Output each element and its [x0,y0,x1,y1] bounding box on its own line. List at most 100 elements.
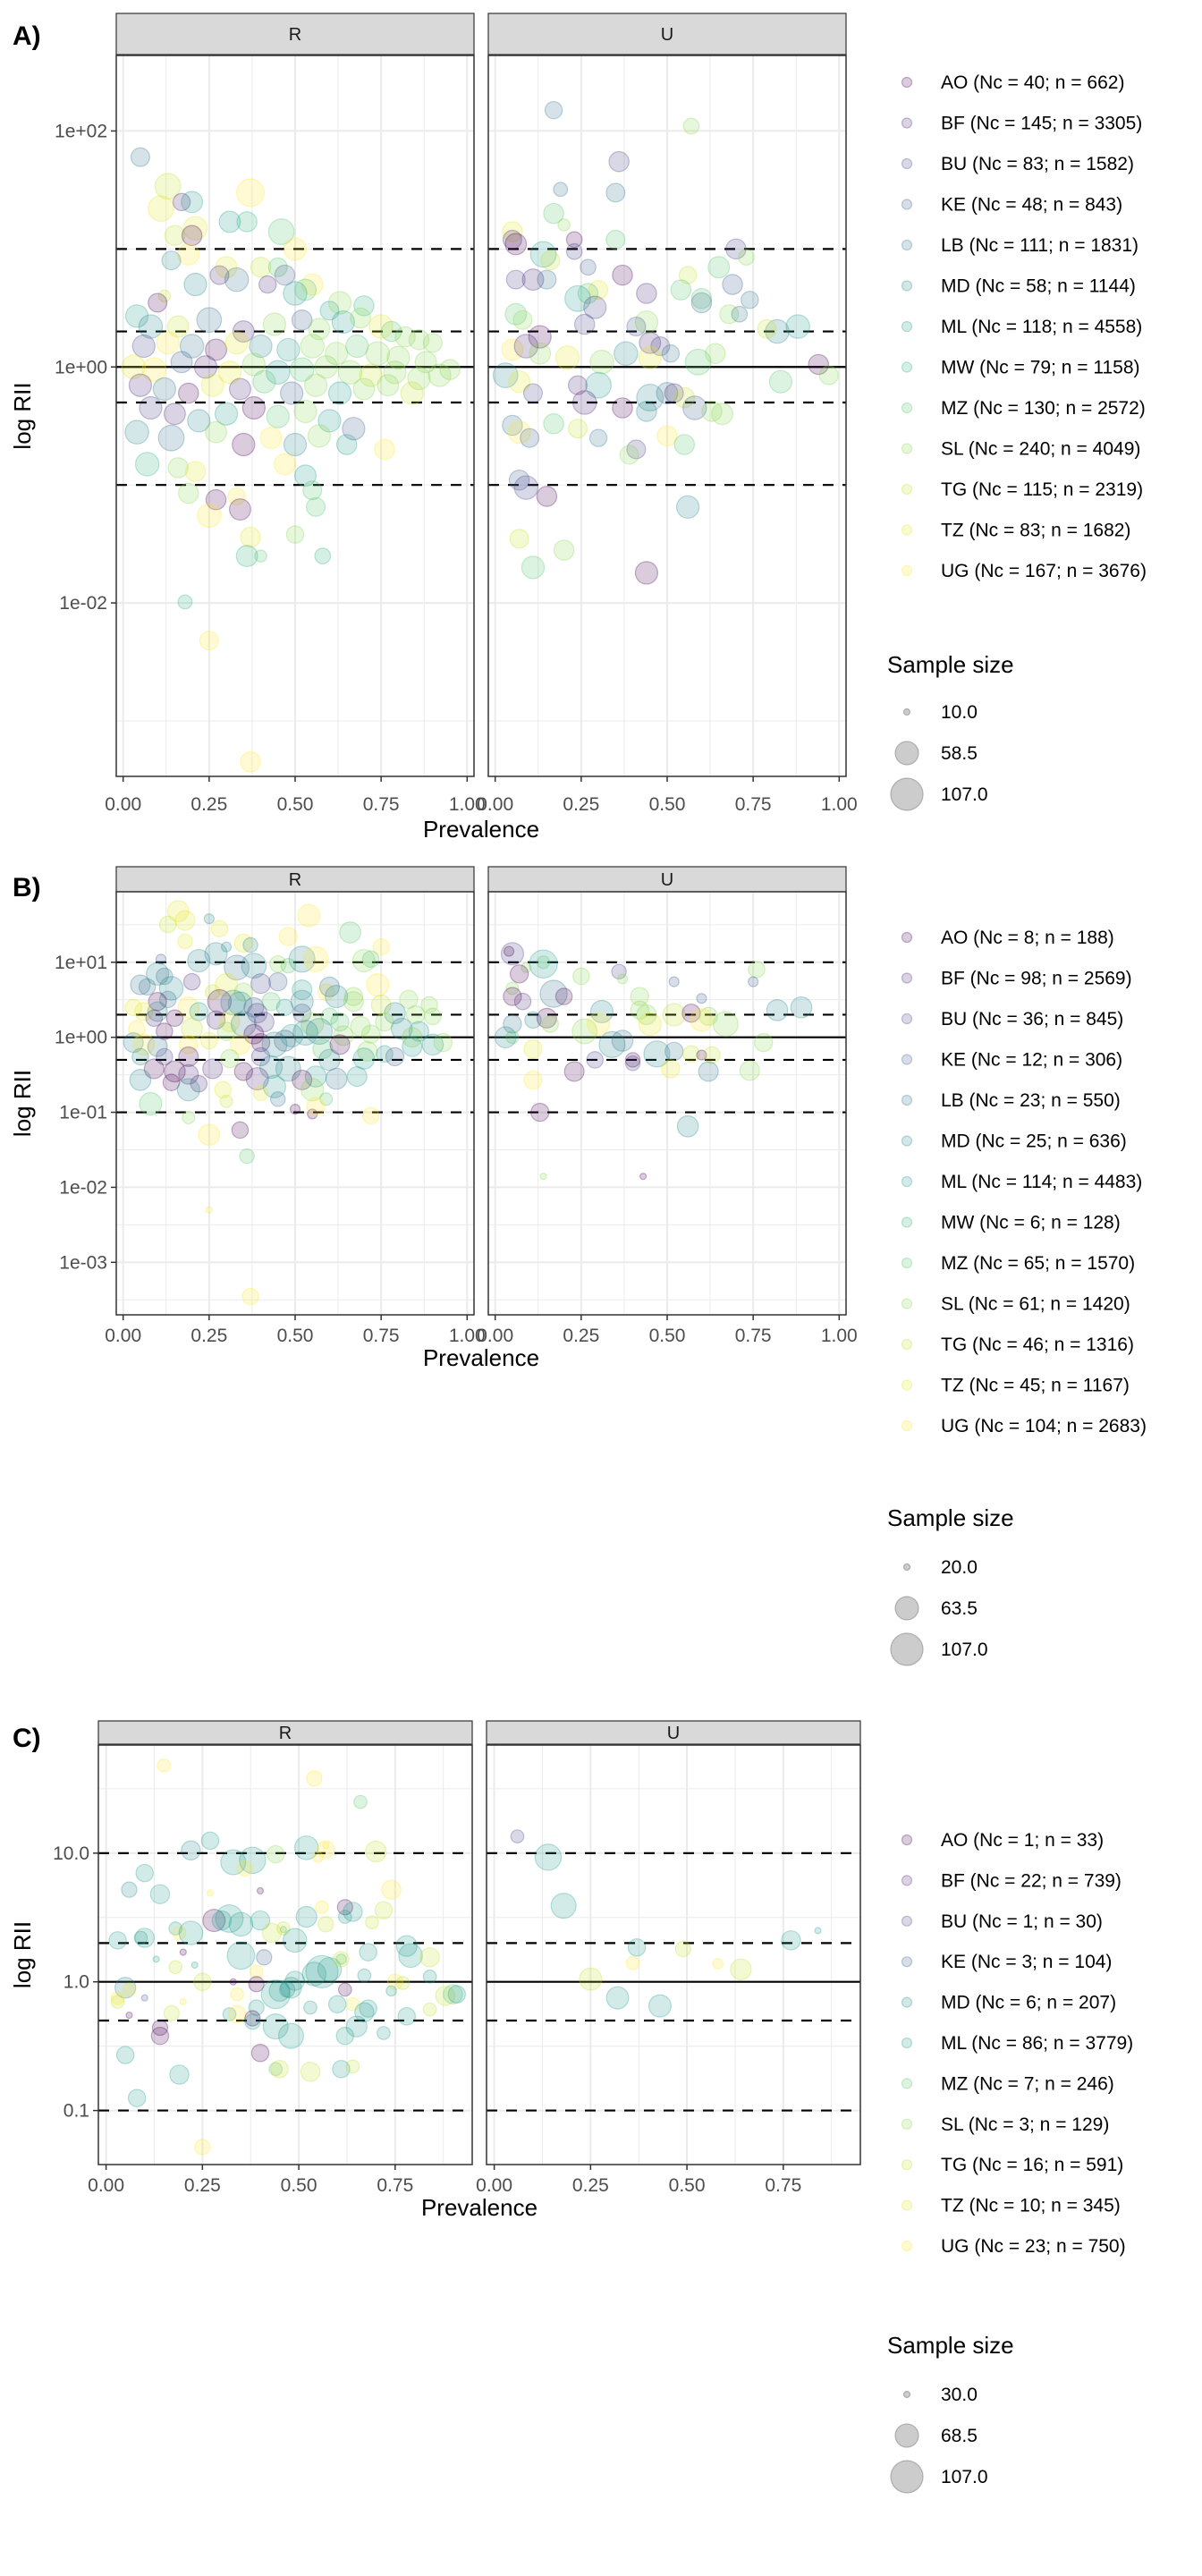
data-point-bu [139,395,163,420]
data-point-mz [306,496,326,517]
data-point-ug [381,1879,402,1900]
legend-label: MZ (Nc = 65; n = 1570) [941,1253,1135,1274]
data-point-ke [385,1046,405,1067]
data-point-bu [586,1051,604,1069]
legend-key-sl [901,443,913,454]
data-point-mz [768,369,793,394]
data-point-lb [152,377,176,402]
legend-key-tz [901,1379,913,1391]
data-point-lb [224,954,250,981]
data-point-bf [172,192,191,212]
data-point-ao [125,2011,133,2020]
data-point-sl [405,1004,426,1025]
data-point-tg [250,257,272,278]
data-point-ao [612,264,633,286]
data-point-bf [513,992,532,1011]
data-point-mz [330,1012,350,1032]
data-point-mz [139,1091,163,1116]
data-point-lb [325,1067,348,1090]
data-point-tg [540,250,561,271]
data-point-ug [656,425,678,447]
data-point-lb [224,267,250,292]
data-point-tg [567,419,588,439]
data-point-ug [306,1097,326,1116]
x-tick-label: 0.50 [669,2175,706,2196]
data-point-ml [135,1863,154,1883]
data-point-tg [435,1985,456,2006]
data-point-lb [698,1061,719,1082]
legend-label: SL (Nc = 240; n = 4049) [941,439,1140,460]
data-point-lb [611,1030,634,1052]
data-point-tg [359,363,383,387]
data-point-ml [317,1956,343,1982]
legend-size-label: 107.0 [941,2467,988,2487]
data-point-tz [224,331,249,355]
data-point-tz [368,314,394,339]
data-point-ml [178,1920,204,1945]
data-point-ug [179,1035,199,1055]
data-point-mz [345,334,369,359]
facet-strip [115,866,475,893]
data-point-lb [661,344,681,363]
legend-label: ML (Nc = 86; n = 3779) [941,2033,1133,2054]
data-point-sl [205,420,228,444]
panel-label: B) [13,873,41,902]
data-point-sl [539,1173,547,1181]
data-point-ao [536,486,558,507]
legend-key-bf [901,117,913,129]
legend-size-label: 20.0 [941,1557,978,1578]
data-point-ug [690,1008,714,1032]
data-point-sl [333,1025,354,1046]
data-point-ml [627,1938,647,1957]
data-point-ml [352,1047,376,1070]
data-point-ml [276,337,300,362]
data-point-ml [376,1045,394,1063]
legend-label: MD (Nc = 25; n = 636) [941,1131,1127,1152]
x-tick-label: 0.50 [649,794,686,815]
data-point-tg [219,1094,233,1108]
data-point-ao [256,1886,265,1895]
data-point-ml [648,1994,672,2018]
panel-a: A) log RII 1e+02 1e+00 1e-02 R 0.00 0.25 0.50 0.7… [9,13,1147,843]
data-point-tg [275,1921,291,1936]
data-point-sl [616,973,629,985]
legend-size-title: Sample size [887,2332,1014,2359]
data-point-ke [668,976,680,987]
data-point-bf [258,275,277,294]
legend-label: ML (Nc = 114; n = 4483) [941,1172,1142,1192]
data-point-tz [523,1038,543,1059]
legend-key-md [901,280,913,292]
data-point-sl [512,309,533,330]
legend-label: BF (Nc = 98; n = 2569) [941,969,1132,989]
data-point-mz [605,229,626,250]
legend-label: SL (Nc = 3; n = 129) [941,2114,1109,2135]
y-tick-label: 1e+01 [55,953,107,973]
data-point-tg [166,315,190,338]
data-point-bf [567,375,588,395]
data-point-lb [130,974,151,996]
data-point-ml [283,281,308,306]
data-point-sl [293,399,317,424]
data-point-mz [320,1007,339,1026]
data-point-lb [503,1014,522,1034]
legend-key-sl [901,2118,913,2130]
x-tick-label: 1.00 [821,794,858,815]
facet-strip-label: U [667,1724,680,1743]
data-point-sl [619,445,639,465]
data-point-sl [216,1021,236,1041]
data-point-bu [626,439,647,460]
data-point-ml [284,1970,306,1991]
data-point-ao [503,945,515,957]
data-point-tg [370,994,392,1016]
data-point-ug [259,427,283,450]
x-tick-label: 0.25 [184,2175,221,2196]
data-point-ao [634,561,659,585]
data-point-ke [580,258,597,276]
data-point-bf [128,373,153,397]
legend-size-key [890,1632,924,1666]
data-point-sl [365,341,391,366]
data-point-lb [502,414,523,436]
legend-label: MD (Nc = 6; n = 207) [941,1993,1116,2013]
data-point-ml [317,409,342,433]
legend-key-ml [901,2037,913,2049]
